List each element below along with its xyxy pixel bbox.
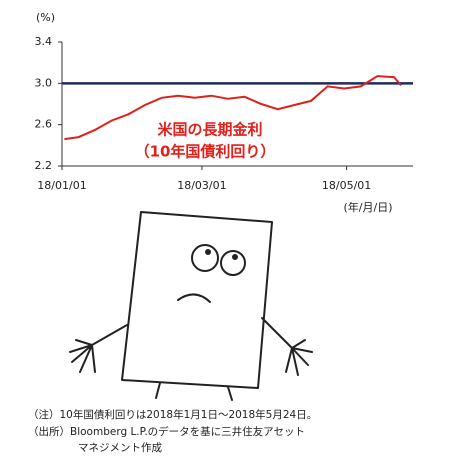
eye [191, 244, 219, 272]
x-tick-label: 18/05/01 [322, 179, 371, 192]
note: マネジメント作成 [78, 442, 162, 454]
data-line [64, 75, 402, 141]
note: （注）10年国債利回りは2018年1月1日～2018年5月24日。 [28, 408, 317, 421]
pupil [205, 249, 211, 255]
eye [220, 250, 246, 276]
y-unit: (%) [36, 11, 55, 24]
arm [261, 317, 313, 376]
y-tick-label: 3.4 [35, 35, 53, 48]
y-tick-label: 3.0 [35, 76, 53, 89]
y-tick-label: 2.6 [35, 118, 53, 131]
pupil [232, 254, 238, 260]
annotation: 米国の長期金利 [157, 121, 262, 139]
note: （出所）Bloomberg L.P.のデータを基に三井住友アセット [28, 425, 305, 438]
x-tick-label: 18/01/01 [37, 179, 86, 192]
paper-body [121, 211, 273, 389]
annotation: （10年国債利回り） [135, 143, 276, 161]
arm [69, 324, 128, 373]
mouth [177, 293, 211, 303]
y-tick-label: 2.2 [35, 159, 53, 172]
x-tick-label: 18/03/01 [177, 179, 226, 192]
leg [155, 382, 233, 401]
illustration [69, 211, 313, 401]
x-unit: (年/月/日) [344, 200, 393, 214]
